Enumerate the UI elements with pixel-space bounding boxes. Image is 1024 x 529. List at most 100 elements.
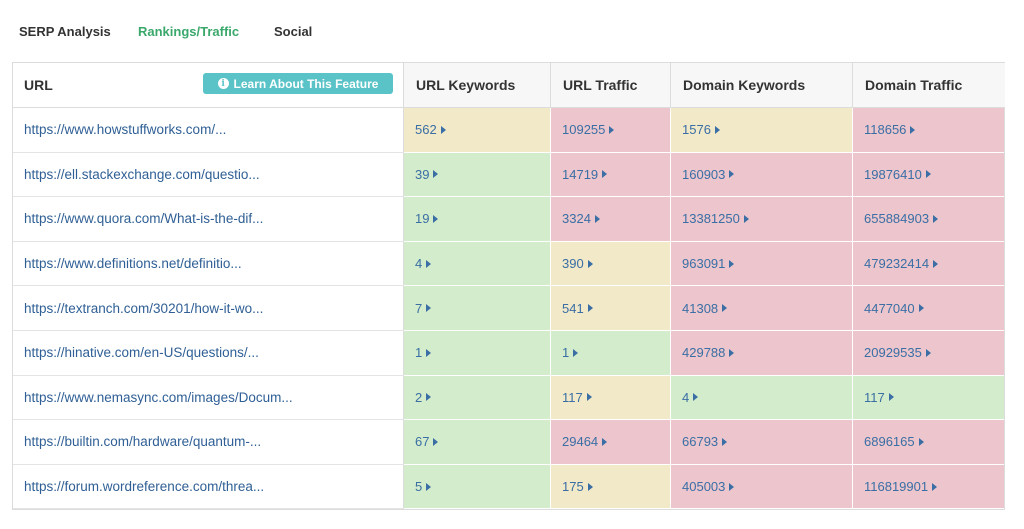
- metric-value-link[interactable]: 541: [562, 300, 584, 316]
- metric-value-link[interactable]: 6896165: [864, 434, 915, 450]
- url-link[interactable]: https://www.definitions.net/definitio...: [13, 241, 404, 287]
- url-traffic-cell: 109255: [551, 108, 671, 153]
- metric-value-link[interactable]: 5: [415, 479, 423, 495]
- metric-value-link[interactable]: 175: [562, 479, 584, 495]
- metric-value-link[interactable]: 429788: [682, 345, 726, 361]
- expand-arrow-icon[interactable]: [729, 482, 735, 491]
- expand-arrow-icon[interactable]: [729, 259, 735, 268]
- expand-arrow-icon[interactable]: [932, 482, 938, 491]
- metric-value-link[interactable]: 109255: [562, 122, 606, 138]
- metric-value-link[interactable]: 1: [562, 345, 570, 361]
- metric-value-link[interactable]: 19876410: [864, 166, 922, 182]
- url-link[interactable]: https://www.quora.com/What-is-the-dif...: [13, 197, 404, 242]
- table-row: https://www.nemasync.com/images/Docum...…: [13, 375, 1004, 421]
- expand-arrow-icon[interactable]: [433, 214, 439, 223]
- domain-keywords-header[interactable]: Domain Keywords: [671, 63, 853, 108]
- metric-value-link[interactable]: 39: [415, 166, 430, 182]
- expand-arrow-icon[interactable]: [586, 393, 592, 402]
- expand-arrow-icon[interactable]: [888, 393, 894, 402]
- expand-arrow-icon[interactable]: [587, 304, 593, 313]
- tab-rankings-traffic[interactable]: Rankings/Traffic: [138, 24, 240, 39]
- metric-value-link[interactable]: 13381250: [682, 211, 740, 227]
- expand-arrow-icon[interactable]: [440, 125, 446, 134]
- expand-arrow-icon[interactable]: [722, 304, 728, 313]
- url-keywords-header[interactable]: URL Keywords: [404, 63, 551, 108]
- expand-arrow-icon[interactable]: [933, 214, 939, 223]
- url-link[interactable]: https://builtin.com/hardware/quantum-...: [13, 420, 404, 465]
- tab-social[interactable]: Social: [274, 24, 313, 39]
- url-traffic-header[interactable]: URL Traffic: [551, 63, 671, 108]
- tab-bar: SERP Analysis Rankings/Traffic Social: [0, 0, 1024, 60]
- expand-arrow-icon[interactable]: [933, 259, 939, 268]
- expand-arrow-icon[interactable]: [918, 304, 924, 313]
- learn-about-feature-button[interactable]: i Learn About This Feature: [203, 73, 393, 94]
- expand-arrow-icon[interactable]: [426, 348, 432, 357]
- metric-value-link[interactable]: 41308: [682, 300, 719, 316]
- url-link[interactable]: https://www.howstuffworks.com/...: [13, 108, 404, 153]
- expand-arrow-icon[interactable]: [743, 214, 749, 223]
- metric-value-link[interactable]: 117: [562, 389, 583, 405]
- expand-arrow-icon[interactable]: [433, 437, 439, 446]
- url-keywords-cell: 562: [404, 108, 551, 153]
- metric-value-link[interactable]: 29464: [562, 434, 599, 450]
- metric-value-link[interactable]: 479232414: [864, 256, 930, 272]
- tab-serp-analysis[interactable]: SERP Analysis: [19, 24, 111, 39]
- metric-value-link[interactable]: 118656: [864, 122, 907, 138]
- url-link[interactable]: https://textranch.com/30201/how-it-wo...: [13, 286, 404, 331]
- expand-arrow-icon[interactable]: [426, 259, 432, 268]
- metric-value-link[interactable]: 7: [415, 300, 423, 316]
- table-row: https://forum.wordreference.com/threa...…: [13, 464, 1004, 510]
- metric-value-link[interactable]: 390: [562, 256, 584, 272]
- metric-value-link[interactable]: 655884903: [864, 211, 930, 227]
- expand-arrow-icon[interactable]: [426, 482, 432, 491]
- expand-arrow-icon[interactable]: [609, 125, 615, 134]
- metric-value-link[interactable]: 1: [415, 345, 423, 361]
- metric-value-link[interactable]: 405003: [682, 479, 726, 495]
- expand-arrow-icon[interactable]: [722, 437, 728, 446]
- expand-arrow-icon[interactable]: [602, 170, 608, 179]
- expand-arrow-icon[interactable]: [426, 304, 432, 313]
- expand-arrow-icon[interactable]: [714, 125, 720, 134]
- metric-value-link[interactable]: 2: [415, 389, 423, 405]
- metric-value-link[interactable]: 20929535: [864, 345, 922, 361]
- expand-arrow-icon[interactable]: [573, 348, 579, 357]
- metric-value-link[interactable]: 4: [682, 389, 690, 405]
- table-row: https://www.howstuffworks.com/... 562 1092…: [13, 108, 1004, 153]
- expand-arrow-icon[interactable]: [587, 259, 593, 268]
- expand-arrow-icon[interactable]: [587, 482, 593, 491]
- metric-value-link[interactable]: 116819901: [864, 479, 929, 495]
- url-keywords-cell: 39: [404, 152, 551, 198]
- domain-traffic-header[interactable]: Domain Traffic: [853, 63, 1005, 108]
- metric-value-link[interactable]: 66793: [682, 434, 719, 450]
- metric-value-link[interactable]: 963091: [682, 256, 726, 272]
- expand-arrow-icon[interactable]: [594, 214, 600, 223]
- url-link[interactable]: https://www.nemasync.com/images/Docum...: [13, 375, 404, 421]
- url-link[interactable]: https://forum.wordreference.com/threa...: [13, 464, 404, 510]
- metric-value-link[interactable]: 19: [415, 211, 430, 227]
- metric-value-link[interactable]: 14719: [562, 166, 599, 182]
- metric-value-link[interactable]: 562: [415, 122, 437, 138]
- metric-value-link[interactable]: 1576: [682, 122, 711, 138]
- expand-arrow-icon[interactable]: [925, 170, 931, 179]
- expand-arrow-icon[interactable]: [729, 170, 735, 179]
- url-traffic-cell: 117: [551, 375, 671, 421]
- url-keywords-cell: 19: [404, 197, 551, 242]
- metric-value-link[interactable]: 4: [415, 256, 423, 272]
- metric-value-link[interactable]: 3324: [562, 211, 591, 227]
- metric-value-link[interactable]: 67: [415, 434, 430, 450]
- expand-arrow-icon[interactable]: [433, 170, 439, 179]
- expand-arrow-icon[interactable]: [918, 437, 924, 446]
- metric-value-link[interactable]: 160903: [682, 166, 726, 182]
- expand-arrow-icon[interactable]: [602, 437, 608, 446]
- expand-arrow-icon[interactable]: [910, 125, 916, 134]
- expand-arrow-icon[interactable]: [925, 348, 931, 357]
- url-link[interactable]: https://hinative.com/en-US/questions/...: [13, 330, 404, 376]
- expand-arrow-icon[interactable]: [426, 393, 432, 402]
- metric-value-link[interactable]: 117: [864, 389, 885, 405]
- metric-value-link[interactable]: 4477040: [864, 300, 915, 316]
- domain-keywords-cell: 160903: [671, 152, 853, 198]
- url-link[interactable]: https://ell.stackexchange.com/questio...: [13, 152, 404, 198]
- url-traffic-cell: 29464: [551, 420, 671, 465]
- expand-arrow-icon[interactable]: [729, 348, 735, 357]
- expand-arrow-icon[interactable]: [693, 393, 699, 402]
